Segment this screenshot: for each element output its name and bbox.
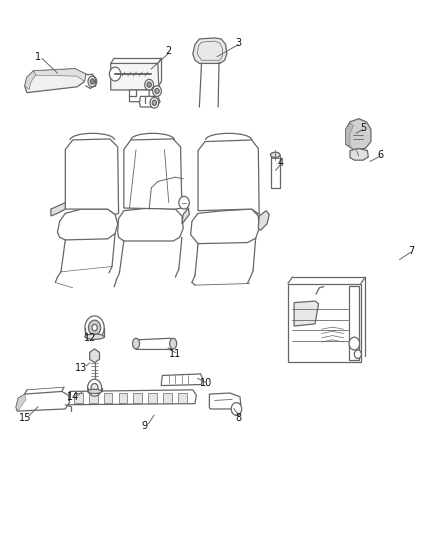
Polygon shape (258, 211, 269, 230)
Polygon shape (111, 63, 159, 90)
Polygon shape (57, 209, 118, 240)
Ellipse shape (170, 338, 177, 349)
Ellipse shape (271, 152, 280, 158)
Text: 5: 5 (360, 123, 366, 133)
Ellipse shape (85, 334, 104, 340)
Polygon shape (25, 71, 35, 90)
Bar (74, 393, 83, 402)
Polygon shape (65, 139, 119, 214)
Text: 13: 13 (75, 362, 88, 373)
Ellipse shape (133, 338, 140, 349)
Bar (134, 393, 142, 402)
Polygon shape (25, 69, 86, 93)
Bar (178, 393, 187, 402)
Text: 9: 9 (142, 421, 148, 431)
Text: 7: 7 (408, 246, 414, 255)
Circle shape (91, 383, 98, 392)
Bar (119, 393, 127, 402)
Polygon shape (346, 119, 371, 150)
Text: 2: 2 (166, 46, 172, 56)
Circle shape (110, 67, 121, 81)
Bar (148, 393, 157, 402)
Polygon shape (350, 149, 368, 160)
Polygon shape (124, 139, 182, 209)
Bar (89, 393, 98, 402)
Bar (163, 393, 172, 402)
Text: 12: 12 (84, 333, 96, 343)
Bar (271, 156, 280, 188)
Polygon shape (130, 90, 149, 102)
Polygon shape (33, 69, 86, 82)
Circle shape (85, 316, 104, 340)
Circle shape (152, 100, 156, 106)
Polygon shape (191, 209, 259, 244)
Polygon shape (140, 96, 160, 107)
Text: 6: 6 (378, 150, 384, 160)
Text: 8: 8 (236, 413, 242, 423)
Polygon shape (209, 393, 241, 409)
Circle shape (145, 79, 153, 90)
Circle shape (155, 88, 159, 94)
Polygon shape (198, 140, 259, 214)
Polygon shape (16, 394, 26, 411)
Polygon shape (51, 203, 65, 216)
Circle shape (88, 379, 102, 396)
Text: 3: 3 (236, 38, 242, 48)
Polygon shape (193, 38, 227, 63)
Circle shape (179, 196, 189, 209)
Bar (349, 286, 359, 360)
Polygon shape (90, 349, 99, 363)
Text: 4: 4 (277, 158, 283, 168)
Polygon shape (16, 391, 70, 411)
Circle shape (92, 325, 97, 331)
Circle shape (88, 76, 97, 87)
Text: 11: 11 (169, 349, 181, 359)
Polygon shape (136, 338, 173, 350)
Circle shape (90, 79, 95, 84)
Circle shape (349, 337, 360, 350)
Polygon shape (118, 208, 183, 241)
Polygon shape (68, 390, 196, 405)
Polygon shape (161, 374, 202, 385)
Polygon shape (182, 208, 189, 224)
Polygon shape (294, 301, 318, 326)
Polygon shape (288, 284, 361, 362)
Text: 15: 15 (18, 413, 31, 423)
Ellipse shape (88, 389, 102, 393)
Polygon shape (346, 123, 353, 147)
Bar (104, 393, 113, 402)
Circle shape (354, 350, 361, 359)
Circle shape (150, 98, 159, 108)
Circle shape (231, 402, 242, 415)
Circle shape (88, 320, 101, 335)
Text: 14: 14 (67, 392, 79, 402)
Circle shape (147, 82, 151, 87)
Circle shape (152, 86, 161, 96)
Text: 1: 1 (35, 52, 41, 61)
Text: 10: 10 (200, 378, 212, 389)
